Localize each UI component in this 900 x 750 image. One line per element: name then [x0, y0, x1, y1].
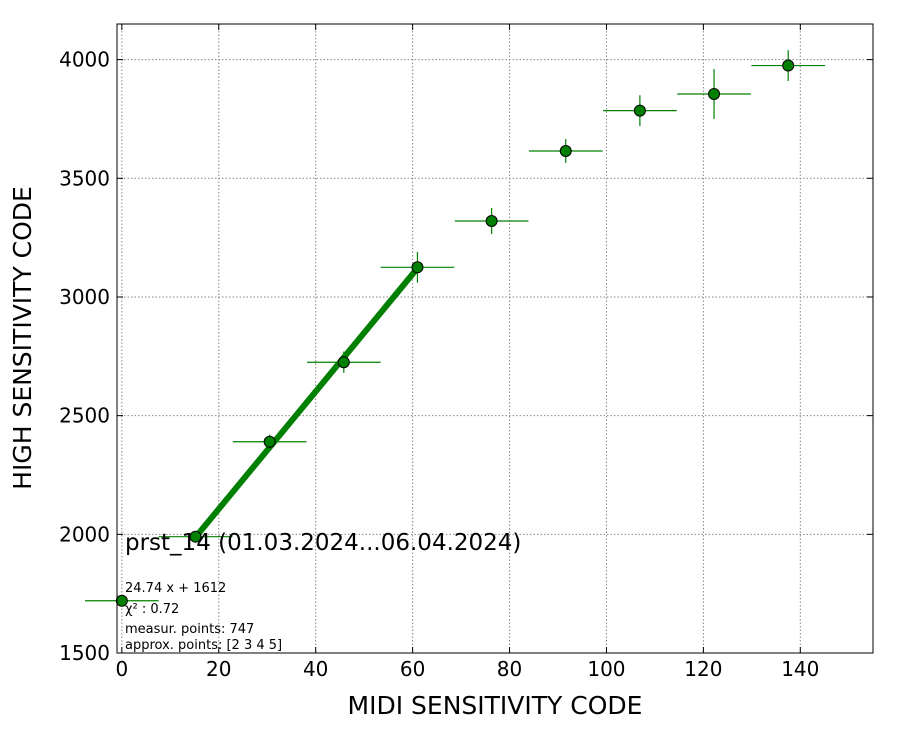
- data-point: [559, 144, 572, 157]
- fit-chi2: χ² : 0.72: [125, 602, 179, 617]
- x-tick-label: 80: [497, 657, 522, 681]
- y-axis-label: HIGH SENSITIVITY CODE: [8, 186, 37, 490]
- data-point-group: [158, 530, 233, 543]
- x-tick-label: 0: [115, 657, 128, 681]
- y-tick-label: 2000: [59, 522, 110, 546]
- data-point: [411, 261, 424, 274]
- y-tick-label: 3000: [59, 285, 110, 309]
- data-point-group: [603, 95, 677, 127]
- x-tick-label: 40: [303, 657, 328, 681]
- x-tick-label: 100: [587, 657, 625, 681]
- data-point-group: [528, 139, 603, 163]
- data-point: [115, 594, 128, 607]
- data-point-group: [306, 351, 381, 373]
- x-tick-label: 120: [684, 657, 722, 681]
- data-point: [485, 215, 498, 228]
- data-point: [189, 530, 202, 543]
- data-point-group: [677, 69, 751, 119]
- grid: [117, 24, 873, 654]
- data-point: [337, 356, 350, 369]
- data-point-group: [751, 50, 826, 81]
- fit-line-group: [193, 266, 420, 540]
- data-point: [263, 435, 276, 448]
- x-axis-label: MIDI SENSITIVITY CODE: [348, 691, 643, 720]
- x-tick-label: 60: [400, 657, 425, 681]
- y-axis: 1500 2000 2500 3000 3500 4000: [59, 48, 873, 665]
- approx-points: approx. points: [2 3 4 5]: [125, 638, 282, 653]
- data-point-group: [85, 594, 159, 607]
- plot-frame: [116, 23, 874, 654]
- data-point: [633, 104, 646, 117]
- data-point: [708, 88, 721, 101]
- y-tick-label: 1500: [59, 641, 110, 665]
- x-tick-label: 140: [781, 657, 819, 681]
- chart-title: prst_14 (01.03.2024...06.04.2024): [125, 530, 521, 556]
- x-tick-label: 20: [206, 657, 231, 681]
- fit-annotations: 24.74 x + 1612 χ² : 0.72 measur. points:…: [125, 581, 282, 653]
- y-tick-label: 4000: [59, 48, 110, 72]
- data-point-group: [232, 434, 307, 449]
- data-point: [782, 59, 795, 72]
- fit-equation: 24.74 x + 1612: [125, 581, 226, 596]
- y-tick-label: 3500: [59, 166, 110, 190]
- measurement-points: measur. points: 747: [125, 622, 254, 637]
- data-points: [85, 50, 826, 607]
- x-axis: 0 20 40 60 80 100 120 140: [115, 24, 819, 681]
- y-tick-label: 2500: [59, 404, 110, 428]
- data-point-group: [380, 251, 455, 283]
- fit-line: [193, 266, 420, 540]
- data-point-group: [454, 207, 529, 235]
